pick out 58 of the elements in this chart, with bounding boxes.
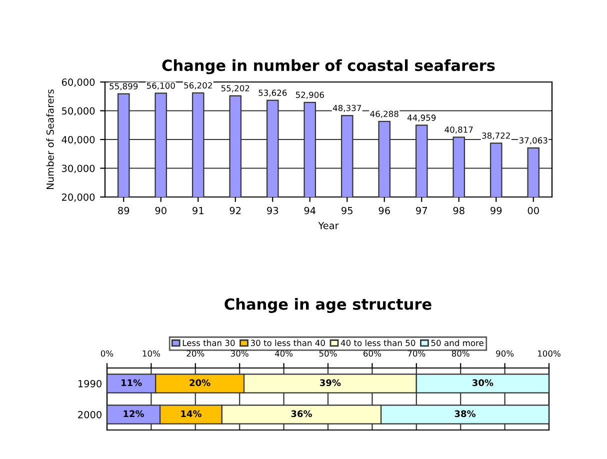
data-label: 38,722 — [482, 132, 510, 140]
x-tick-label: 96 — [378, 206, 390, 214]
y-tick-label: 30,000 — [62, 164, 95, 174]
x-tick-label: 99 — [490, 206, 502, 214]
data-label: 36% — [291, 410, 312, 418]
y-tick-label: 20,000 — [62, 193, 95, 202]
x-tick-label: 97 — [416, 206, 427, 214]
data-label: 11% — [122, 379, 142, 386]
x-tick-label: 50% — [319, 350, 337, 357]
data-label: 44,959 — [407, 114, 436, 122]
y-tick-label: 2000 — [78, 410, 102, 418]
legend-label: 50 and more — [431, 340, 484, 346]
data-label: 55,202 — [221, 85, 250, 92]
x-tick-label: 60% — [364, 350, 381, 357]
y-tick-label: 1990 — [78, 380, 102, 388]
x-tick-label: 90 — [155, 206, 166, 214]
x-axis-title: Year — [318, 222, 339, 230]
x-tick-label: 10% — [142, 350, 160, 357]
x-tick-label: 30% — [230, 350, 248, 357]
data-label: 37,063 — [519, 137, 548, 144]
x-tick-label: 20% — [186, 350, 204, 357]
y-tick-label: 40,000 — [62, 136, 95, 144]
data-label: 40,817 — [444, 126, 473, 134]
x-tick-label: 80% — [452, 350, 470, 357]
data-label: 30% — [472, 379, 494, 386]
x-tick-label: 00 — [528, 206, 539, 214]
x-tick-label: 100% — [538, 350, 560, 357]
data-label: 46,288 — [370, 110, 398, 118]
x-tick-label: 94 — [304, 206, 316, 214]
x-tick-label: 89 — [118, 206, 130, 214]
x-tick-label: 70% — [408, 350, 426, 357]
data-label: 20% — [190, 379, 210, 386]
data-label: 12% — [124, 410, 144, 418]
y-tick-label: 60,000 — [62, 78, 95, 87]
x-tick-label: 92 — [230, 206, 241, 214]
x-tick-label: 90% — [496, 350, 514, 357]
x-tick-label: 0% — [100, 350, 114, 357]
x-tick-label: 40% — [274, 350, 293, 357]
x-tick-label: 91 — [192, 206, 204, 214]
data-label: 56,202 — [184, 82, 212, 90]
data-label: 53,626 — [258, 90, 287, 97]
y-axis-title: Number of Seafarers — [46, 90, 54, 190]
x-tick-label: 93 — [267, 206, 278, 214]
y-tick-label: 50,000 — [62, 107, 95, 116]
legend-label: Less than 30 — [182, 340, 235, 346]
data-label: 55,899 — [110, 83, 138, 90]
data-label: 56,100 — [146, 82, 175, 90]
x-tick-label: 98 — [453, 206, 464, 214]
legend-label: 30 to less than 40 — [250, 340, 325, 346]
data-label: 39% — [320, 379, 341, 386]
x-tick-label: 95 — [342, 206, 352, 214]
legend-label: 40 to less than 50 — [340, 340, 416, 346]
chart-title: Change in number of coastal seafarers — [162, 59, 495, 74]
chart-title: Change in age structure — [224, 298, 432, 313]
data-label: 52,906 — [296, 92, 324, 99]
data-label: 14% — [181, 410, 202, 418]
data-label: 48,337 — [332, 104, 361, 112]
data-label: 38% — [454, 410, 476, 418]
